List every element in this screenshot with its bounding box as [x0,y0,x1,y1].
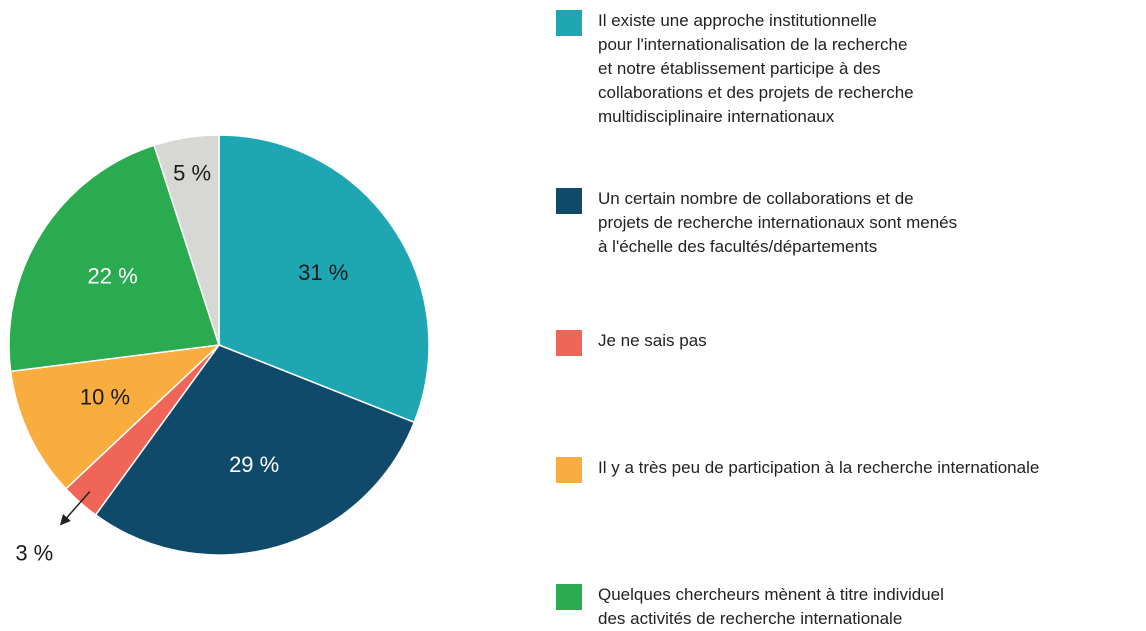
legend-item: Je ne sais pas [556,330,707,356]
legend-item: Il existe une approche institutionnelle … [556,10,914,129]
legend-swatch [556,10,582,36]
data-label: 5 % [173,161,211,186]
legend-label: Il y a très peu de participation à la re… [598,458,1040,477]
data-label: 3 % [15,540,53,565]
leader-arrow [59,491,91,526]
data-label: 31 % [298,260,348,285]
pie-slice [9,343,222,490]
legend-label: Quelques chercheurs mènent à titre indiv… [598,585,944,628]
legend-swatch [556,584,582,610]
data-label: 29 % [229,452,279,477]
legend-label: Un certain nombre de collaborations et d… [598,189,958,256]
chart: 31 % 29 % 3 % 10 % 22 % 5 % [8,134,430,565]
pie-slice [8,144,220,373]
data-label: 22 % [88,263,138,288]
pie-slice [94,344,416,556]
legend-item: Quelques chercheurs mènent à titre indiv… [556,584,944,631]
legend-item: Il y a très peu de participation à la re… [556,457,1039,483]
legend-label: Je ne sais pas [598,331,707,350]
legend-swatch [556,457,582,483]
data-label: 10 % [80,384,130,409]
pie-slice [218,134,430,424]
pie-slice [153,134,220,346]
legend-label: Il existe une approche institutionnelle … [598,11,914,126]
legend-swatch [556,188,582,214]
legend-item: Un certain nombre de collaborations et d… [556,188,957,259]
legend-swatch [556,330,582,356]
